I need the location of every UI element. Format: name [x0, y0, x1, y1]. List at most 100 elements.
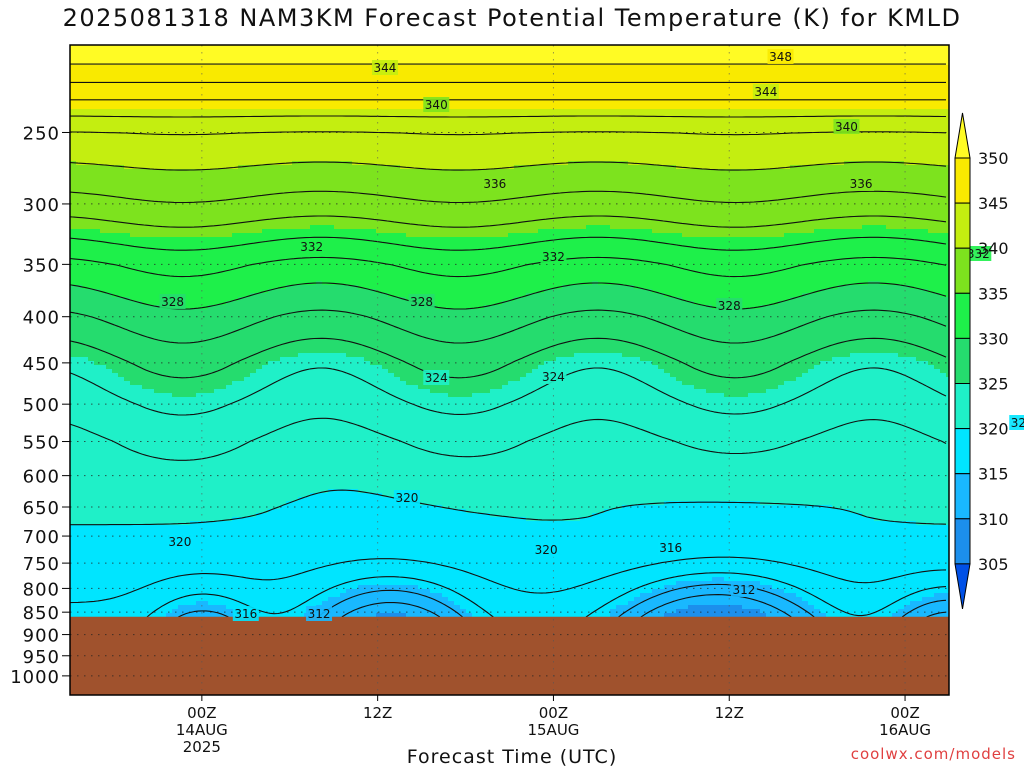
heatmap-cell: [424, 173, 431, 178]
heatmap-cell: [700, 81, 707, 86]
heatmap-cell: [514, 73, 521, 78]
heatmap-cell: [556, 141, 563, 146]
heatmap-cell: [790, 137, 797, 142]
heatmap-cell: [844, 69, 851, 74]
heatmap-cell: [376, 81, 383, 86]
heatmap-cell: [526, 101, 533, 106]
heatmap-cell: [790, 69, 797, 74]
heatmap-cell: [772, 165, 779, 170]
heatmap-cell: [448, 153, 455, 158]
heatmap-cell: [178, 101, 185, 106]
heatmap-cell: [754, 53, 761, 58]
heatmap-cell: [796, 101, 803, 106]
heatmap-cell: [154, 117, 161, 122]
heatmap-cell: [220, 93, 227, 98]
heatmap-cell: [724, 117, 731, 122]
heatmap-cell: [100, 137, 107, 142]
heatmap-cell: [82, 45, 89, 50]
heatmap-cell: [598, 117, 605, 122]
heatmap-cell: [466, 113, 473, 118]
heatmap-cell: [382, 53, 389, 58]
heatmap-cell: [550, 105, 557, 110]
heatmap-cell: [640, 157, 647, 162]
heatmap-cell: [298, 73, 305, 78]
heatmap-cell: [478, 65, 485, 70]
heatmap-cell: [622, 133, 629, 138]
heatmap-cell: [436, 165, 443, 170]
heatmap-cell: [100, 81, 107, 86]
heatmap-cell: [796, 105, 803, 110]
heatmap-cell: [520, 153, 527, 158]
heatmap-cell: [892, 105, 899, 110]
heatmap-cell: [232, 125, 239, 130]
heatmap-cell: [400, 49, 407, 54]
heatmap-cell: [184, 117, 191, 122]
heatmap-cell: [934, 121, 941, 126]
heatmap-cell: [802, 177, 809, 182]
heatmap-cell: [796, 133, 803, 138]
heatmap-cell: [904, 61, 911, 66]
heatmap-cell: [220, 177, 227, 182]
heatmap-cell: [892, 173, 899, 178]
heatmap-cell: [478, 141, 485, 146]
heatmap-cell: [724, 169, 731, 174]
heatmap-cell: [880, 153, 887, 158]
heatmap-cell: [940, 49, 947, 54]
heatmap-cell: [448, 73, 455, 78]
heatmap-cell: [436, 113, 443, 118]
heatmap-cell: [376, 121, 383, 126]
heatmap-cell: [88, 101, 95, 106]
heatmap-cell: [532, 121, 539, 126]
heatmap-cell: [352, 137, 359, 142]
heatmap-cell: [184, 65, 191, 70]
heatmap-cell: [676, 73, 683, 78]
heatmap-cell: [346, 125, 353, 130]
heatmap-cell: [166, 93, 173, 98]
heatmap-cell: [448, 117, 455, 122]
heatmap-cell: [310, 81, 317, 86]
heatmap-cell: [814, 137, 821, 142]
heatmap-cell: [610, 53, 617, 58]
heatmap-cell: [850, 149, 857, 154]
heatmap-cell: [928, 137, 935, 142]
heatmap-cell: [94, 89, 101, 94]
heatmap-cell: [448, 57, 455, 62]
heatmap-cell: [100, 165, 107, 170]
heatmap-cell: [916, 173, 923, 178]
heatmap-cell: [814, 161, 821, 166]
heatmap-cell: [82, 173, 89, 178]
heatmap-cell: [316, 57, 323, 62]
heatmap-cell: [310, 145, 317, 150]
heatmap-cell: [202, 69, 209, 74]
heatmap-cell: [208, 161, 215, 166]
heatmap-cell: [454, 61, 461, 66]
heatmap-cell: [286, 169, 293, 174]
heatmap-cell: [208, 45, 215, 50]
heatmap-cell: [868, 73, 875, 78]
heatmap-cell: [442, 129, 449, 134]
heatmap-cell: [910, 173, 917, 178]
heatmap-cell: [640, 53, 647, 58]
heatmap-cell: [82, 169, 89, 174]
heatmap-cell: [808, 133, 815, 138]
heatmap-cell: [226, 49, 233, 54]
heatmap-cell: [562, 113, 569, 118]
heatmap-cell: [544, 121, 551, 126]
heatmap-cell: [184, 77, 191, 82]
heatmap-cell: [322, 69, 329, 74]
heatmap-cell: [688, 61, 695, 66]
heatmap-cell: [118, 165, 125, 170]
heatmap-cell: [664, 69, 671, 74]
heatmap-cell: [694, 121, 701, 126]
heatmap-cell: [208, 105, 215, 110]
heatmap-cell: [346, 89, 353, 94]
heatmap-cell: [310, 93, 317, 98]
heatmap-cell: [322, 101, 329, 106]
heatmap-cell: [238, 85, 245, 90]
heatmap-cell: [442, 161, 449, 166]
heatmap-cell: [820, 73, 827, 78]
heatmap-cell: [652, 45, 659, 50]
heatmap-cell: [778, 113, 785, 118]
heatmap-cell: [598, 157, 605, 162]
heatmap-cell: [94, 61, 101, 66]
